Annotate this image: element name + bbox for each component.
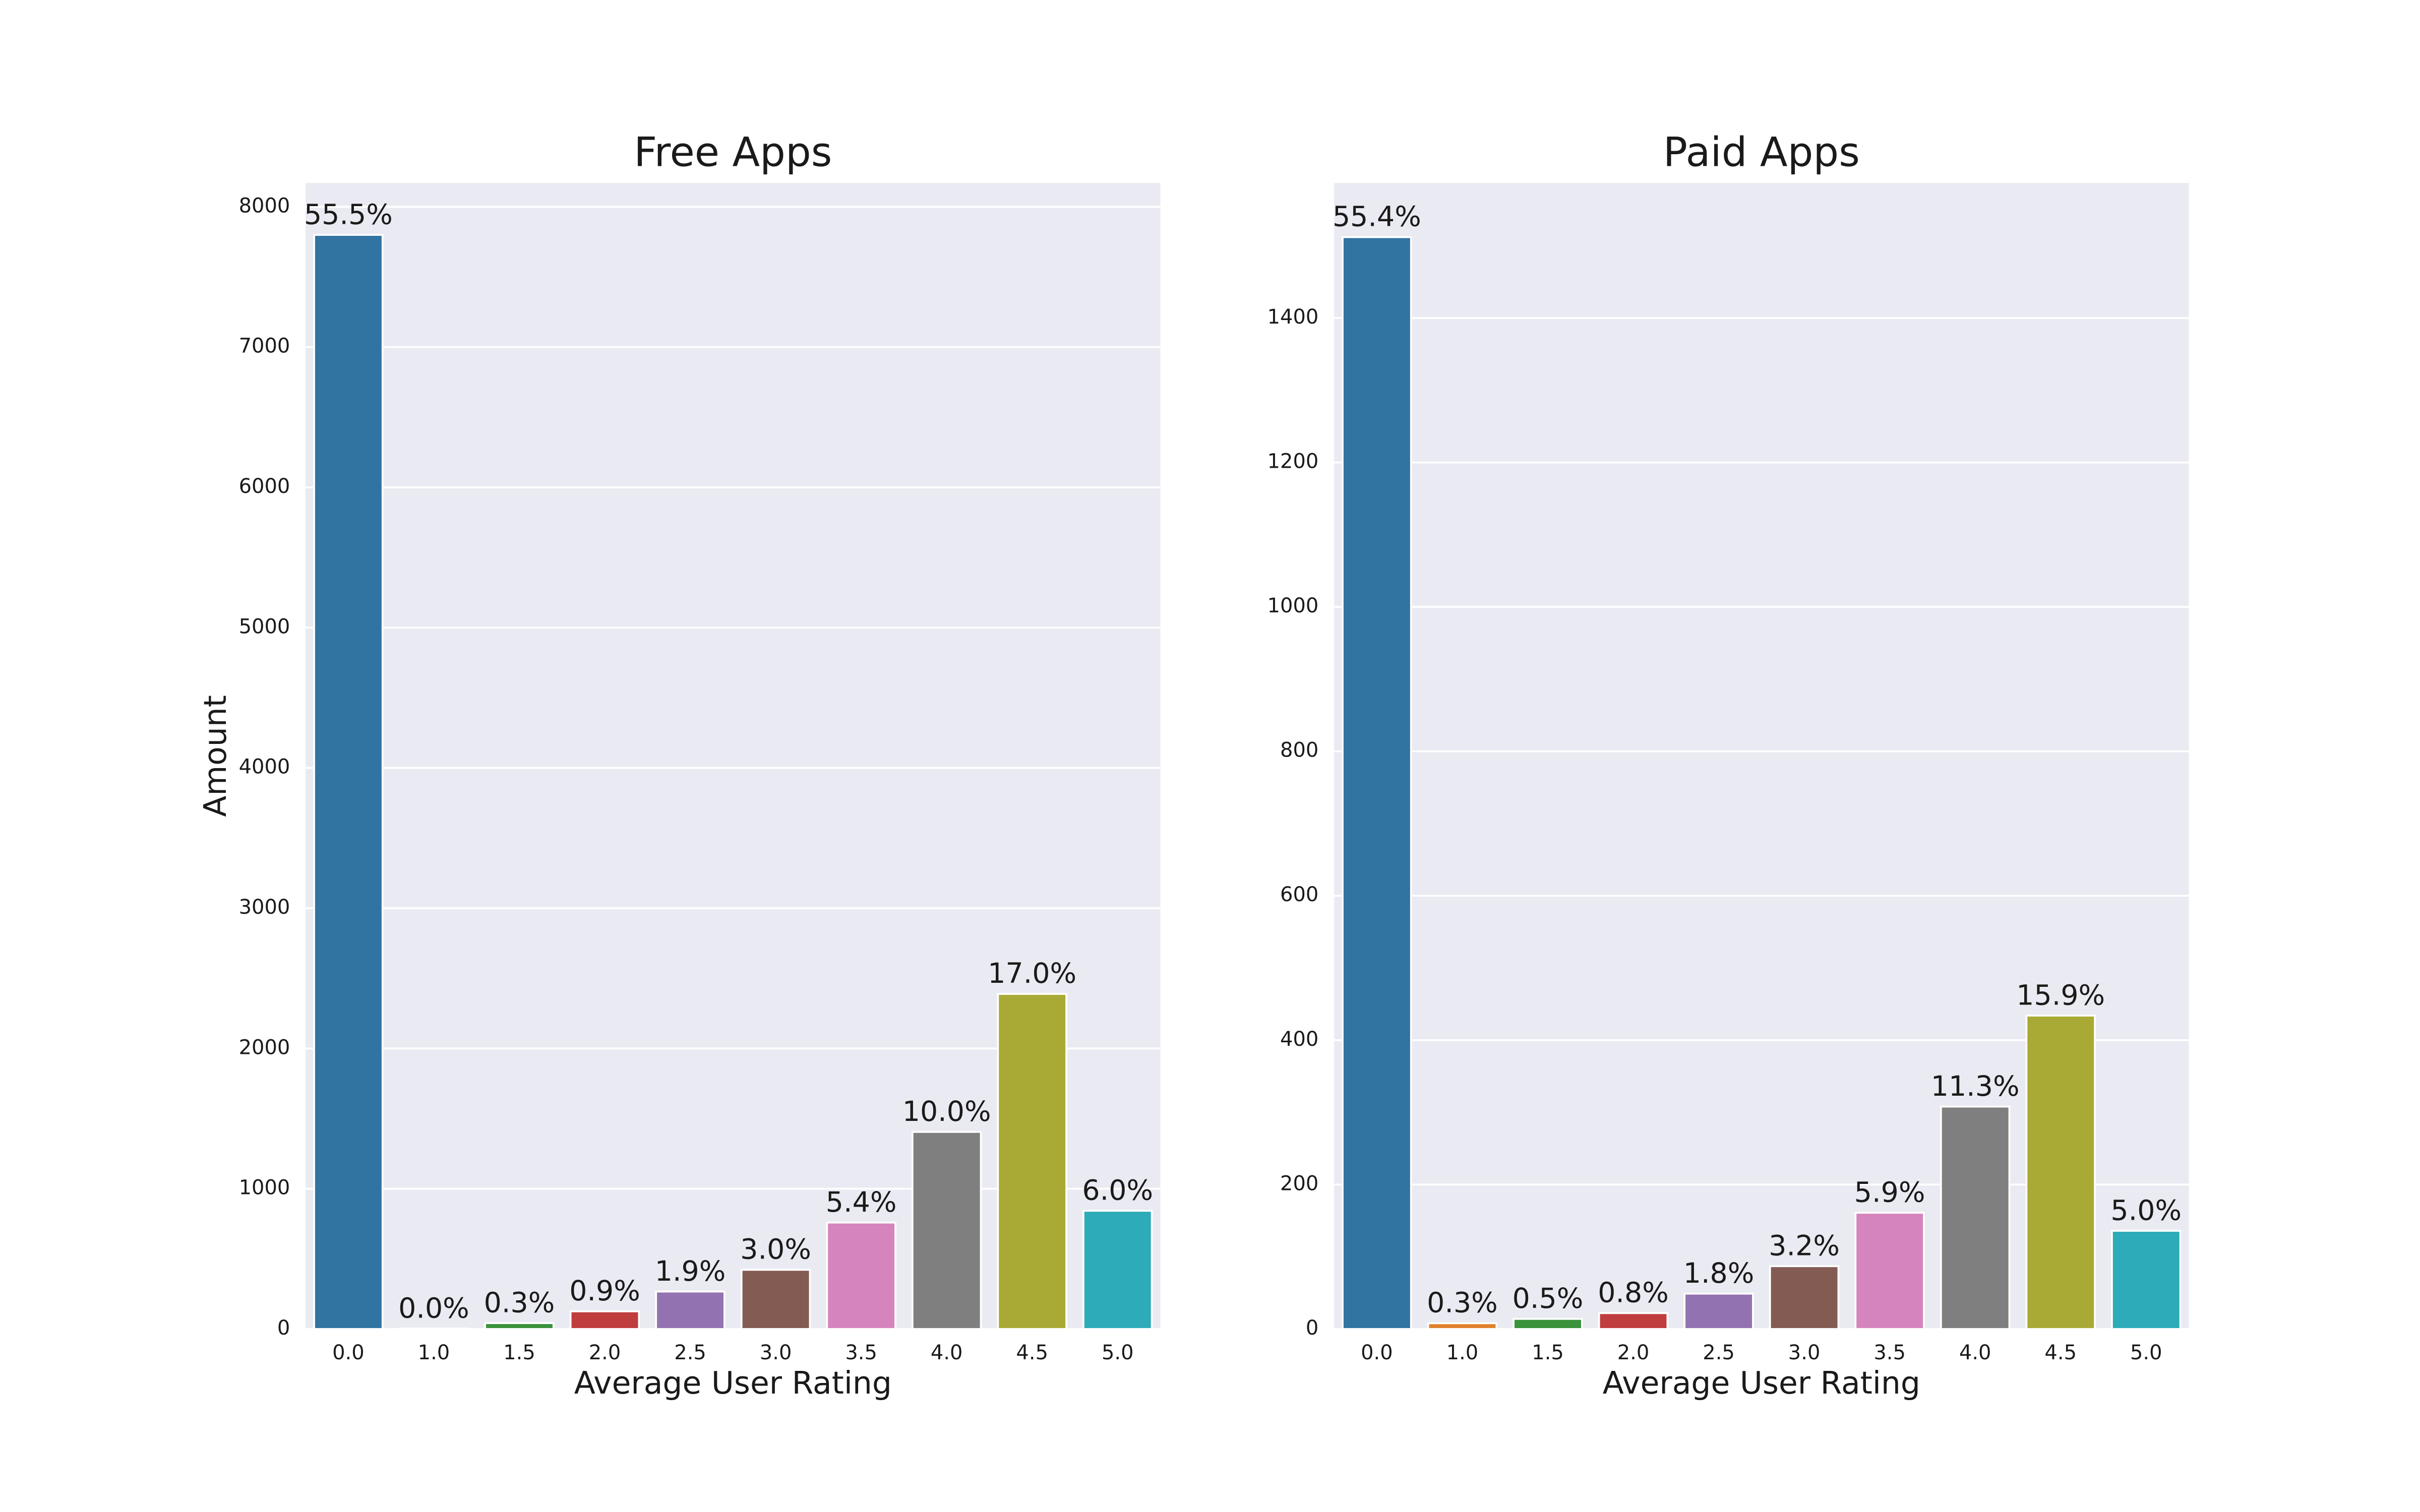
bar bbox=[1512, 1318, 1583, 1330]
x-tick-label: 1.0 bbox=[418, 1341, 450, 1364]
x-tick-label: 1.5 bbox=[503, 1341, 535, 1364]
y-tick-label: 4000 bbox=[239, 755, 290, 779]
x-tick-label: 2.0 bbox=[589, 1341, 621, 1364]
y-tick-label: 8000 bbox=[239, 194, 290, 217]
bar bbox=[1854, 1212, 1925, 1330]
bar-label: 5.0% bbox=[2110, 1194, 2182, 1227]
bar-label: 55.5% bbox=[304, 199, 393, 231]
bar-label: 5.9% bbox=[1854, 1176, 1925, 1209]
x-tick-label: 1.0 bbox=[1446, 1341, 1479, 1364]
x-tick-label: 4.0 bbox=[931, 1341, 963, 1364]
bar bbox=[826, 1221, 896, 1330]
y-tick-label: 7000 bbox=[239, 335, 290, 358]
chart-title: Free Apps bbox=[634, 129, 832, 176]
y-tick-label: 200 bbox=[1280, 1172, 1318, 1195]
bar bbox=[997, 993, 1067, 1330]
y-tick-label: 400 bbox=[1280, 1028, 1318, 1051]
bar bbox=[1598, 1312, 1669, 1330]
x-tick-label: 3.0 bbox=[760, 1341, 792, 1364]
bar bbox=[655, 1290, 725, 1330]
x-tick-label: 2.0 bbox=[1617, 1341, 1650, 1364]
x-axis-label: Average User Rating bbox=[1603, 1365, 1920, 1401]
bar-label: 55.4% bbox=[1333, 201, 1421, 233]
bar bbox=[1683, 1292, 1754, 1330]
bar-label: 1.9% bbox=[655, 1255, 726, 1288]
x-tick-label: 5.0 bbox=[1102, 1341, 1134, 1364]
y-tick-label: 1200 bbox=[1267, 450, 1319, 473]
bar-label: 0.0% bbox=[398, 1292, 469, 1325]
bar bbox=[1769, 1265, 1840, 1330]
x-tick-label: 3.5 bbox=[1873, 1341, 1906, 1364]
y-tick-label: 0 bbox=[277, 1316, 290, 1340]
bar bbox=[912, 1131, 982, 1330]
bar-label: 6.0% bbox=[1082, 1175, 1153, 1207]
y-tick-label: 3000 bbox=[239, 896, 290, 919]
bar-label: 0.9% bbox=[569, 1275, 640, 1307]
x-tick-label: 4.5 bbox=[2044, 1341, 2077, 1364]
y-tick-label: 1000 bbox=[1267, 594, 1319, 617]
bar-label: 0.8% bbox=[1598, 1277, 1669, 1309]
y-tick-label: 1000 bbox=[239, 1176, 290, 1200]
bar bbox=[313, 234, 384, 1330]
bar bbox=[569, 1310, 640, 1330]
y-tick-label: 0 bbox=[1306, 1316, 1318, 1340]
x-tick-label: 4.0 bbox=[1959, 1341, 1991, 1364]
bar-label: 3.0% bbox=[740, 1234, 811, 1266]
y-tick-label: 6000 bbox=[239, 475, 290, 498]
bar-label: 3.2% bbox=[1769, 1230, 1840, 1262]
y-tick-label: 2000 bbox=[239, 1036, 290, 1059]
bar bbox=[2111, 1230, 2182, 1330]
chart-title: Paid Apps bbox=[1663, 129, 1860, 176]
bar-label: 0.3% bbox=[484, 1287, 555, 1319]
y-tick-label: 600 bbox=[1280, 883, 1318, 906]
bar-label: 1.8% bbox=[1683, 1257, 1754, 1290]
x-tick-label: 5.0 bbox=[2130, 1341, 2162, 1364]
bar-label: 5.4% bbox=[826, 1186, 897, 1219]
bar-label: 0.3% bbox=[1427, 1287, 1498, 1319]
bar-label: 15.9% bbox=[2016, 979, 2105, 1012]
bar bbox=[1342, 236, 1412, 1330]
y-tick-label: 800 bbox=[1280, 739, 1318, 762]
bar bbox=[484, 1322, 555, 1330]
x-tick-label: 4.5 bbox=[1016, 1341, 1048, 1364]
y-axis-label: Amount bbox=[197, 695, 233, 817]
x-tick-label: 2.5 bbox=[1703, 1341, 1735, 1364]
bar-label: 11.3% bbox=[1931, 1070, 2020, 1103]
x-tick-label: 1.5 bbox=[1532, 1341, 1564, 1364]
bar bbox=[1940, 1105, 2011, 1330]
bar bbox=[2025, 1015, 2096, 1330]
y-tick-label: 1400 bbox=[1267, 305, 1319, 329]
y-tick-label: 5000 bbox=[239, 615, 290, 638]
bar bbox=[1427, 1322, 1498, 1330]
x-axis-label: Average User Rating bbox=[574, 1365, 892, 1401]
bar bbox=[740, 1269, 811, 1330]
x-tick-label: 3.5 bbox=[845, 1341, 877, 1364]
x-tick-label: 0.0 bbox=[332, 1341, 365, 1364]
bar-label: 10.0% bbox=[902, 1096, 991, 1128]
bar-label: 17.0% bbox=[988, 958, 1076, 990]
x-tick-label: 2.5 bbox=[674, 1341, 706, 1364]
x-tick-label: 0.0 bbox=[1361, 1341, 1393, 1364]
bar-label: 0.5% bbox=[1512, 1283, 1584, 1315]
x-tick-label: 3.0 bbox=[1788, 1341, 1821, 1364]
bar bbox=[1082, 1210, 1153, 1330]
